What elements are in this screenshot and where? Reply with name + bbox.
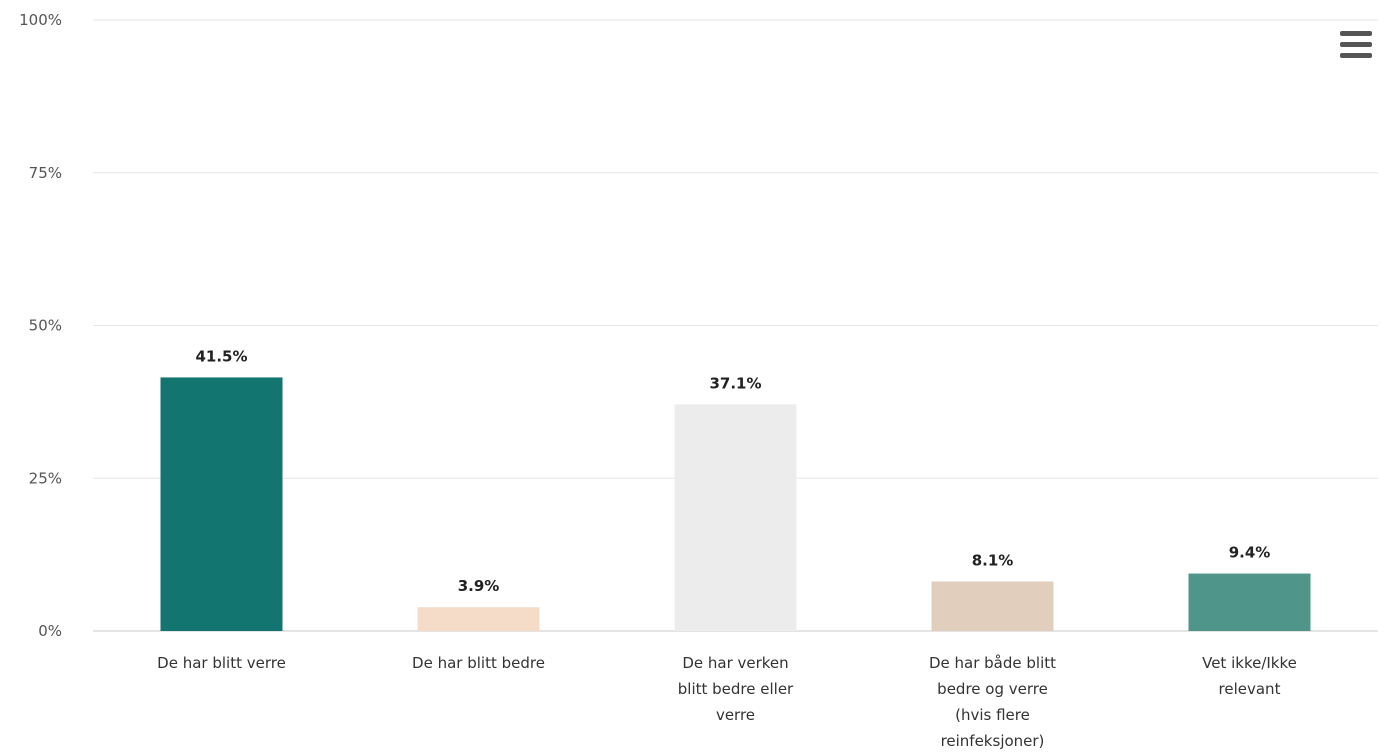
- y-tick-label: 0%: [38, 622, 62, 640]
- bar: [417, 607, 540, 631]
- data-label: 41.5%: [195, 347, 247, 365]
- menu-line: [1340, 42, 1372, 47]
- x-tick-label-line: reinfeksjoner): [941, 732, 1045, 750]
- x-tick-label-line: De har verken: [682, 654, 788, 672]
- data-label: 8.1%: [972, 552, 1014, 570]
- y-tick-label: 25%: [29, 469, 62, 487]
- data-label: 3.9%: [458, 577, 500, 595]
- x-tick-label-line: De har både blitt: [929, 654, 1056, 672]
- x-tick-label: De har blitt bedre: [412, 654, 545, 672]
- bar: [674, 404, 797, 631]
- x-tick-label-line: verre: [716, 706, 755, 724]
- y-tick-label: 75%: [29, 164, 62, 182]
- y-tick-label: 100%: [19, 11, 62, 29]
- x-tick-label: De har både blitt bedre og verre (hvis fle…: [929, 654, 1056, 750]
- x-tick-label-line: De har blitt bedre: [412, 654, 545, 672]
- x-tick-label-line: blitt bedre eller: [678, 680, 794, 698]
- x-tick-label: De har blitt verre: [157, 654, 286, 672]
- data-label: 9.4%: [1229, 544, 1271, 562]
- x-tick-label-line: De har blitt verre: [157, 654, 286, 672]
- hamburger-menu-icon[interactable]: [1338, 28, 1374, 62]
- y-tick-label: 50%: [29, 317, 62, 335]
- bar: [1188, 573, 1311, 631]
- data-label: 37.1%: [709, 374, 761, 392]
- menu-line: [1340, 31, 1372, 36]
- menu-line: [1340, 53, 1372, 58]
- x-tick-label-line: (hvis flere: [955, 706, 1030, 724]
- bar: [160, 377, 283, 631]
- x-tick-label: De har verken blitt bedre eller verre: [678, 654, 794, 724]
- x-tick-label-line: Vet ikke/Ikke: [1202, 654, 1297, 672]
- x-tick-label-line: relevant: [1219, 680, 1281, 698]
- bar: [931, 581, 1054, 631]
- x-tick-label: Vet ikke/Ikke relevant: [1202, 654, 1297, 698]
- x-tick-label-line: bedre og verre: [937, 680, 1048, 698]
